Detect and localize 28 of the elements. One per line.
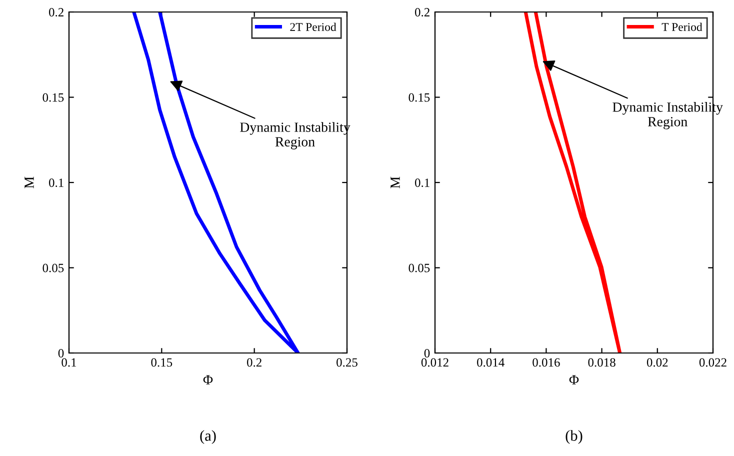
y-tick-label: 0.05: [408, 264, 430, 272]
y-tick-label: 0.1: [414, 178, 430, 188]
x-tick-label: 0.022: [699, 358, 726, 367]
x-tick-label: 0.1: [62, 358, 76, 367]
x-tick-label: 0.15: [151, 358, 172, 367]
y-tick-label: 0.1: [48, 178, 64, 188]
legend-label: T Period: [662, 22, 702, 32]
x-axis-title: Φ: [203, 375, 213, 384]
y-tick-label: 0.2: [48, 8, 64, 17]
y-axis-title: M: [24, 176, 34, 188]
x-tick-label: 0.25: [336, 358, 358, 367]
x-tick-label: 0.018: [588, 358, 616, 367]
y-tick-label: 0.15: [408, 93, 430, 102]
text: (b): [566, 430, 582, 444]
y-tick-label: 0: [58, 349, 64, 358]
x-tick-label: 0.02: [646, 358, 668, 367]
y-tick-label: 0.05: [42, 264, 64, 272]
x-tick-label: 0.012: [421, 358, 448, 367]
y-axis-title: M: [390, 176, 400, 188]
x-axis-title: Φ: [569, 375, 579, 384]
x-tick-label: 0.016: [532, 358, 560, 367]
y-tick-label: 0.2: [414, 8, 430, 17]
x-tick-label: 0.2: [246, 358, 262, 367]
y-tick-label: 0.15: [42, 93, 64, 102]
y-tick-label: 0: [424, 349, 430, 358]
x-tick-label: 0.014: [477, 358, 504, 367]
legend-label: 2T Period: [290, 22, 336, 32]
text: (a): [200, 430, 216, 444]
